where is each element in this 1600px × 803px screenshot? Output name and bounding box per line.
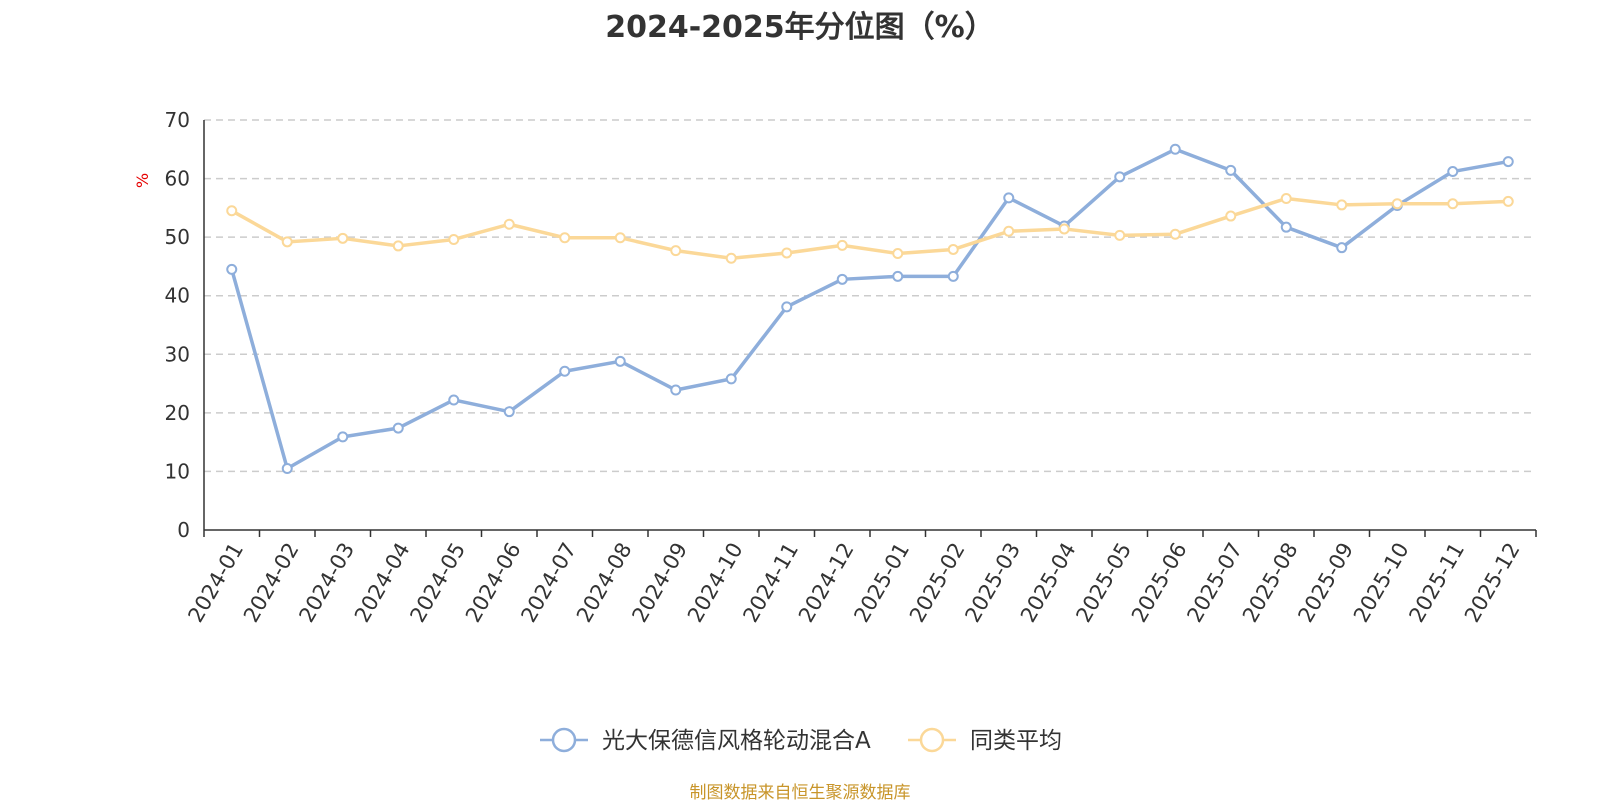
series-2-point: [1058, 223, 1070, 235]
x-tick-label: 2025-03: [960, 539, 1025, 627]
series-1-point: [781, 301, 793, 313]
series-1-point: [1502, 156, 1514, 168]
series-1-point: [448, 394, 460, 406]
x-tick-label: 2024-04: [350, 539, 415, 627]
series-1-point: [281, 463, 293, 474]
series-1-point: [392, 422, 404, 434]
x-tick-label: 2025-09: [1293, 539, 1358, 627]
x-tick-label: 2024-01: [183, 539, 248, 627]
series-2-point: [281, 236, 293, 248]
y-tick-label: 0: [177, 518, 190, 542]
series-1-point: [503, 406, 515, 418]
x-tick-label: 2025-02: [905, 539, 970, 627]
y-tick-label: 30: [165, 342, 190, 366]
legend-marker-2: [919, 727, 945, 753]
series-2-point: [614, 232, 626, 244]
series-2-point: [836, 239, 848, 251]
x-tick-label: 2024-10: [683, 539, 748, 627]
series-2-point: [1114, 229, 1126, 241]
series-1-point: [725, 373, 737, 385]
series-1-point: [1169, 143, 1181, 155]
series-1-point: [836, 273, 848, 285]
x-tick-label: 2024-07: [516, 539, 581, 627]
series-2-point: [1502, 195, 1514, 207]
x-tick-label: 2025-06: [1127, 539, 1192, 627]
series-1-point: [1280, 221, 1292, 233]
x-tick-label: 2025-05: [1071, 539, 1136, 627]
x-tick-label: 2024-11: [738, 539, 803, 627]
series-2-point: [670, 245, 682, 257]
legend-marker-1: [551, 727, 577, 753]
series-1-point: [1447, 166, 1459, 178]
x-tick-label: 2025-11: [1404, 539, 1469, 627]
chart-title: 2024-2025年分位图（%）: [605, 10, 995, 45]
series-1-point: [1225, 164, 1237, 176]
series-1-point: [892, 270, 904, 282]
series-2-point: [947, 243, 959, 255]
y-axis-label: %: [133, 173, 152, 188]
x-tick-label: 2025-08: [1238, 539, 1303, 627]
series-2-point: [559, 232, 571, 244]
series-2-point: [503, 218, 515, 230]
series-1-point: [337, 431, 349, 443]
x-tick-label: 2024-02: [239, 539, 304, 627]
series-2-point: [1280, 192, 1292, 204]
series-line-1: [230, 147, 1509, 471]
series-2-point: [337, 232, 349, 244]
series-1-point: [1003, 192, 1015, 204]
legend-label-2: 同类平均: [970, 728, 1062, 754]
series-1-point: [614, 355, 626, 367]
series-2-point: [1336, 199, 1348, 211]
series-1-point: [226, 263, 238, 275]
series-2-point: [781, 247, 793, 259]
series-2-point: [448, 233, 460, 245]
series-1-point: [1114, 171, 1126, 183]
y-tick-label: 60: [165, 167, 190, 191]
series-2-point: [1003, 225, 1015, 237]
x-tick-label: 2024-03: [294, 539, 359, 627]
x-tick-label: 2024-09: [627, 539, 692, 627]
series-2-point: [226, 205, 238, 217]
series-1-point: [947, 270, 959, 282]
series-2-point: [1169, 228, 1181, 240]
series-2-point: [892, 248, 904, 260]
x-tick-label: 2025-07: [1182, 539, 1247, 627]
series-2-point: [392, 240, 404, 252]
y-tick-label: 70: [165, 108, 190, 132]
series-2-point: [1391, 198, 1403, 210]
x-tick-label: 2024-08: [572, 539, 637, 627]
x-tick-label: 2024-06: [461, 539, 526, 627]
data-source-footer: 制图数据来自恒生聚源数据库: [689, 783, 911, 803]
series-2-point: [1447, 198, 1459, 210]
series-2-point: [725, 252, 737, 264]
y-tick-label: 20: [165, 401, 190, 425]
y-tick-label: 40: [165, 284, 190, 308]
x-tick-label: 2024-05: [405, 539, 470, 627]
x-tick-label: 2025-10: [1349, 539, 1414, 627]
x-tick-label: 2025-01: [849, 539, 914, 627]
y-tick-label: 50: [165, 225, 190, 249]
series-1-point: [559, 365, 571, 377]
series-line-2: [230, 196, 1509, 260]
y-tick-label: 10: [165, 459, 190, 483]
x-tick-label: 2025-04: [1016, 539, 1081, 627]
x-tick-label: 2024-12: [794, 539, 859, 627]
series-2-point: [1225, 210, 1237, 222]
series-1-point: [1336, 242, 1348, 254]
legend-label-1: 光大保德信风格轮动混合A: [602, 728, 871, 754]
series-1-point: [670, 384, 682, 396]
x-tick-label: 2025-12: [1460, 539, 1525, 627]
